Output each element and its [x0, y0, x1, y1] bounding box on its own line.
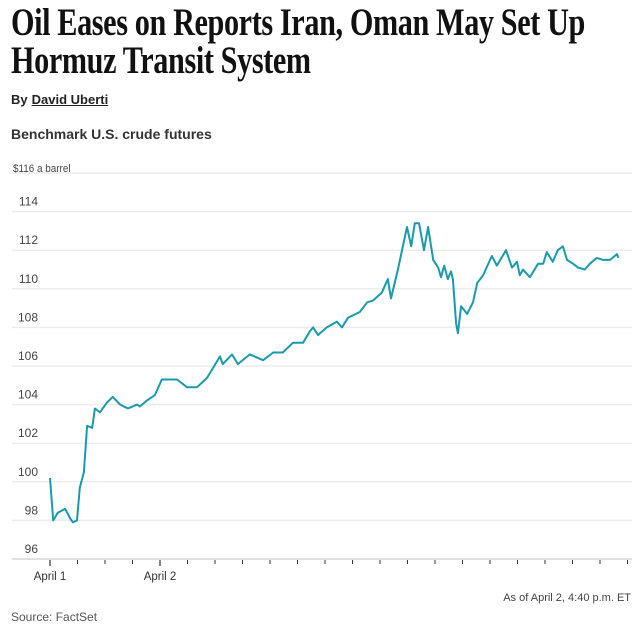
as-of-note: As of April 2, 4:40 p.m. ET	[503, 592, 631, 604]
x-tick-label: April 2	[144, 571, 177, 583]
y-tick-label: 108	[18, 310, 38, 324]
byline: By David Uberti	[11, 92, 108, 107]
author-link[interactable]: David Uberti	[31, 92, 109, 107]
crude-price-line	[49, 222, 620, 524]
source-note: Source: FactSet	[11, 610, 98, 624]
y-tick-label: 110	[19, 272, 38, 286]
y-tick-label: 106	[18, 349, 38, 363]
y-tick-label: 96	[25, 542, 39, 556]
y-axis-labels: 96 98 100 102 104 106 108 110 112 114	[18, 195, 38, 556]
y-tick-label: 114	[19, 195, 38, 209]
gridlines	[12, 172, 632, 560]
headline: Oil Eases on Reports Iran, Oman May Set …	[11, 1, 585, 82]
y-tick-label: 98	[25, 503, 39, 517]
y-tick-label: 104	[18, 388, 38, 402]
price-line-chart: 96 98 100 102 104 106 108 110 112 114 $116 a barr…	[12, 164, 632, 583]
byline-prefix: By	[11, 92, 28, 107]
chart-title: Benchmark U.S. crude futures	[11, 126, 212, 142]
x-tick-label: April 1	[34, 571, 67, 583]
x-axis-ticks: April 1 April 2	[34, 560, 628, 583]
y-tick-label: 100	[18, 465, 38, 479]
y-tick-label: 112	[19, 233, 38, 247]
y-tick-label: 102	[18, 426, 38, 440]
y-unit-label: $116 a barrel	[13, 164, 71, 176]
